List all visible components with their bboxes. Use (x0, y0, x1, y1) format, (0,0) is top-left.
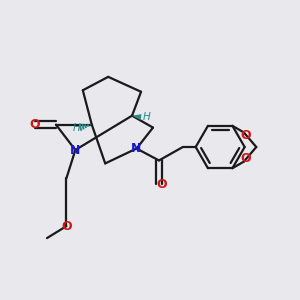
Text: O: O (240, 152, 250, 165)
Text: O: O (30, 118, 40, 131)
Text: H: H (142, 112, 150, 122)
Polygon shape (132, 114, 142, 120)
Text: H: H (72, 123, 80, 133)
Text: N: N (70, 143, 80, 157)
Text: N: N (131, 142, 142, 155)
Text: O: O (240, 129, 250, 142)
Text: O: O (157, 178, 167, 191)
Text: O: O (61, 220, 72, 232)
